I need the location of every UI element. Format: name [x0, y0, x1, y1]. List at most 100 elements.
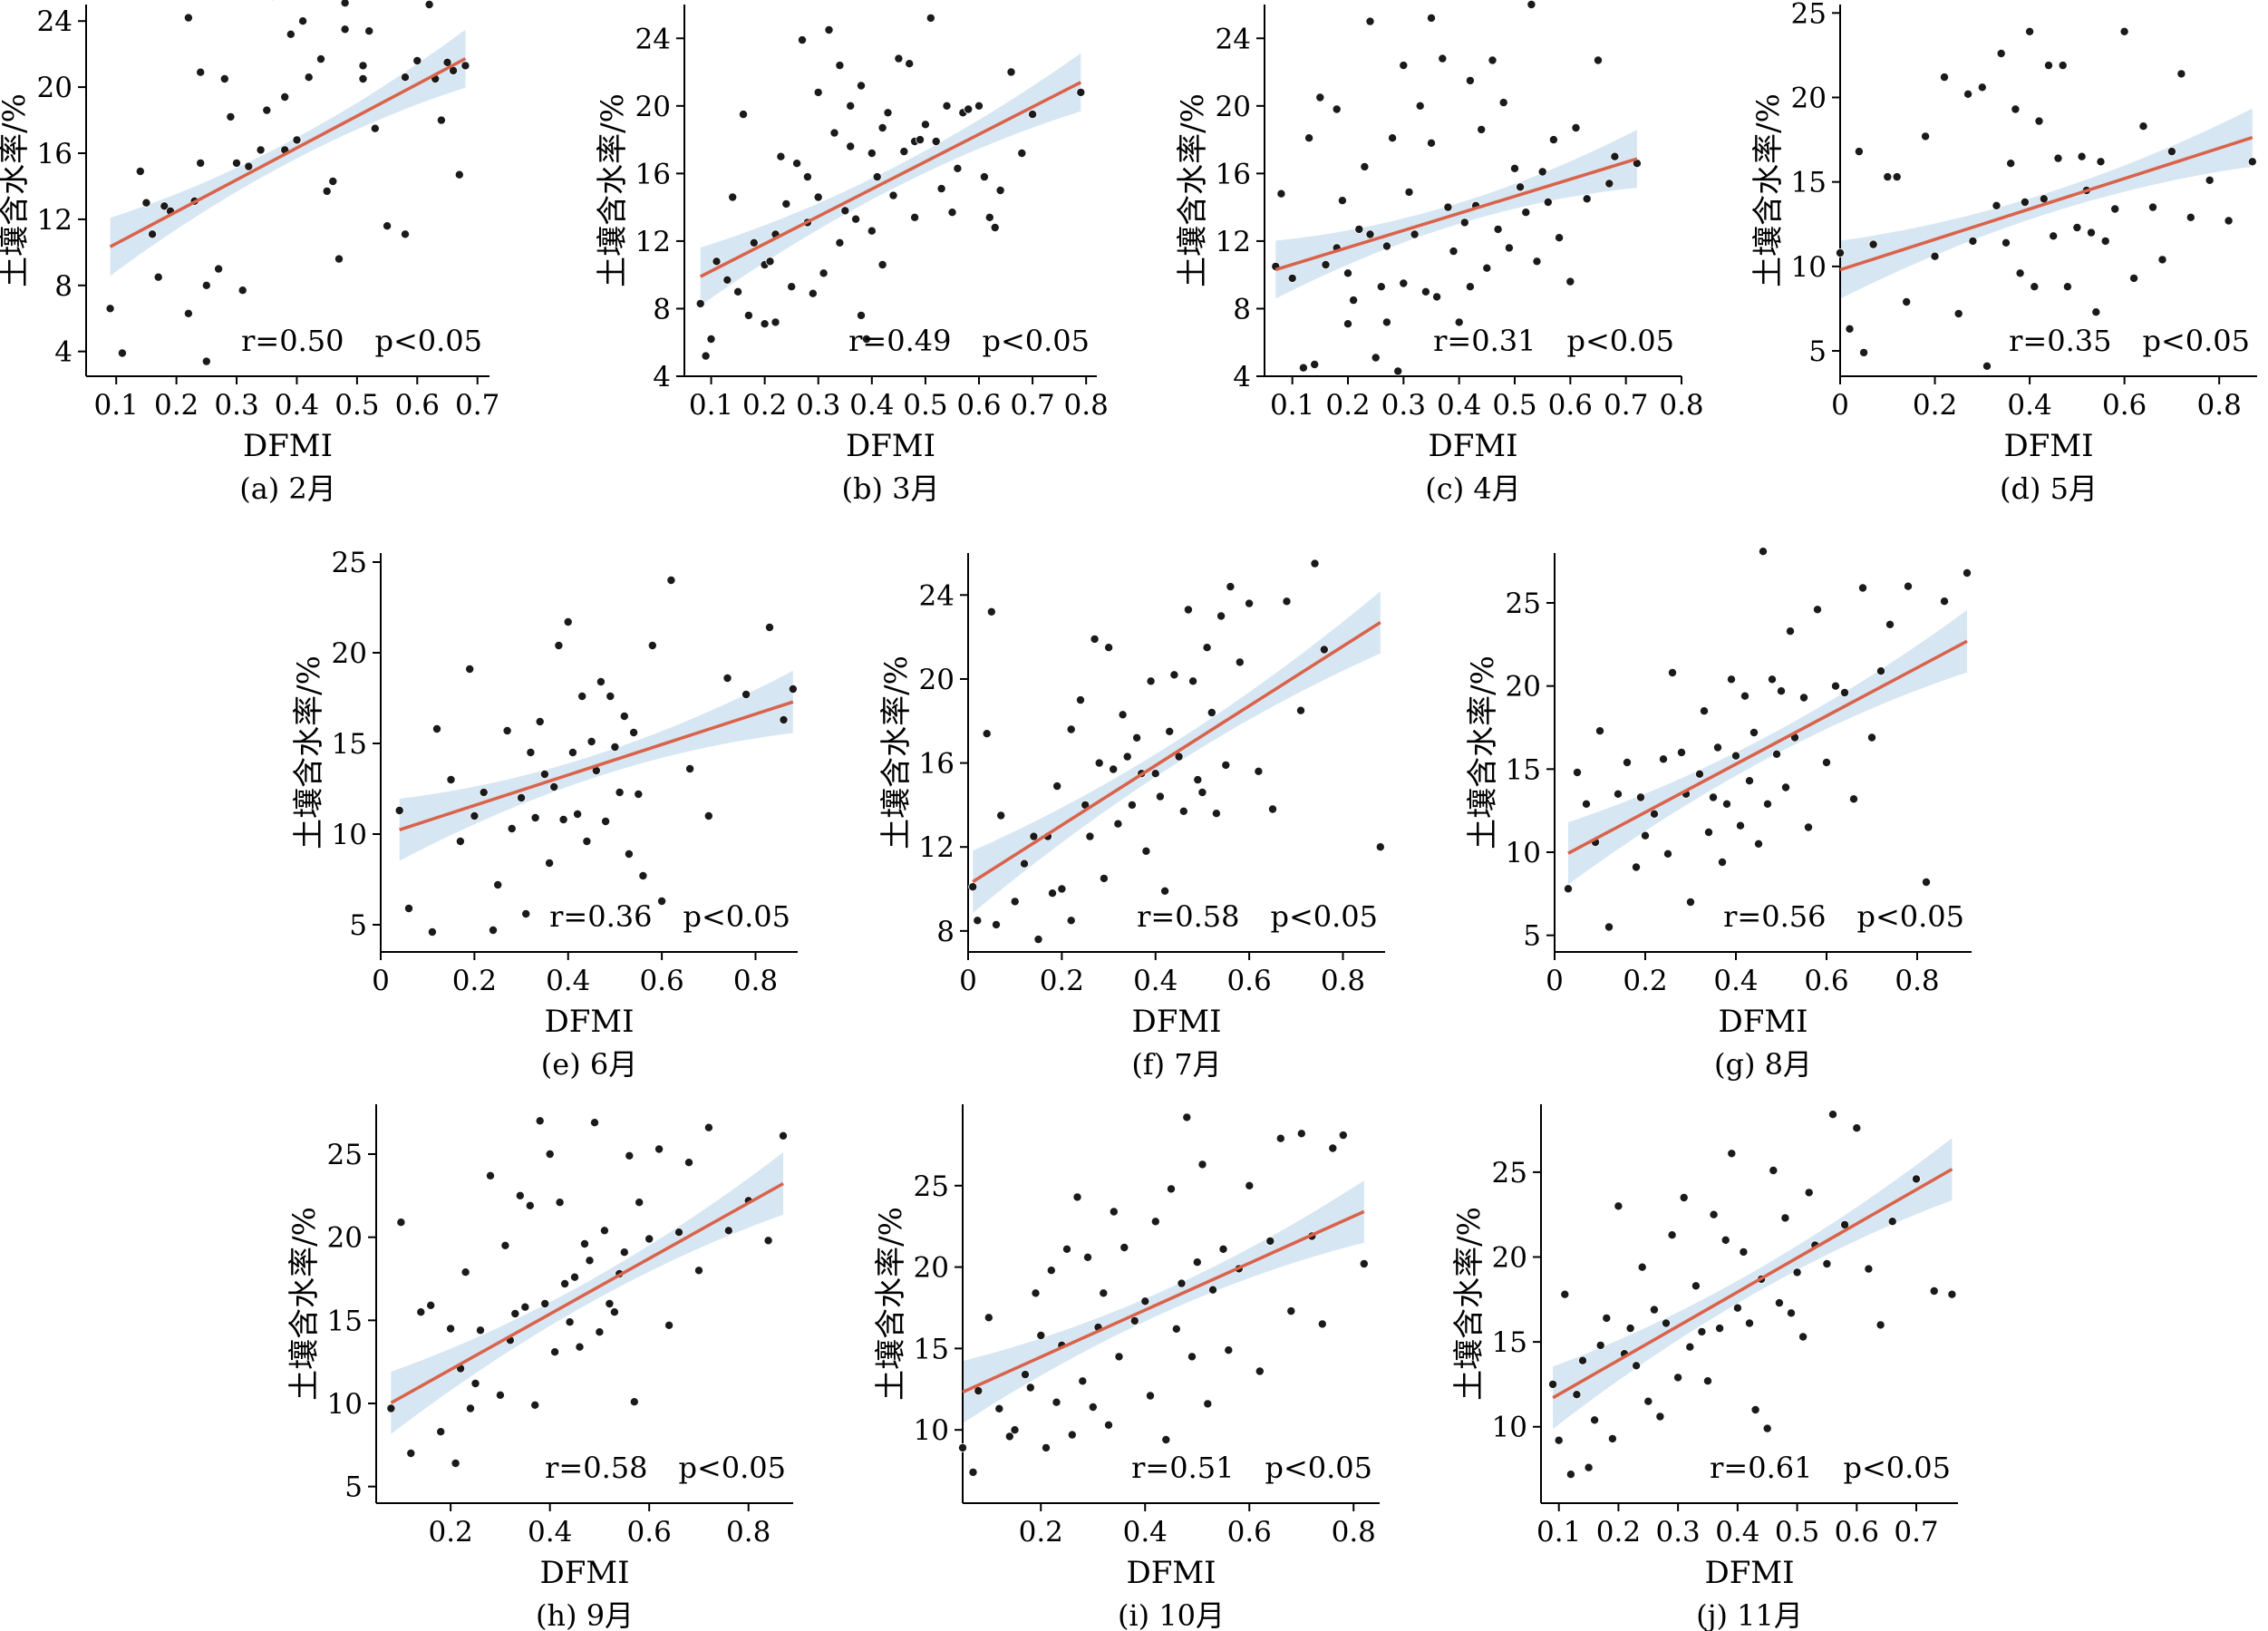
- x-tick-label: 0.1: [94, 389, 139, 422]
- x-tick-label: 0.6: [639, 965, 683, 997]
- data-point: [905, 59, 915, 69]
- data-point: [1718, 858, 1728, 868]
- data-point: [824, 24, 834, 34]
- y-tick-label: 16: [1216, 158, 1251, 190]
- data-point: [493, 880, 503, 890]
- x-tick-label: 0.6: [1804, 965, 1848, 997]
- data-point: [1031, 1288, 1041, 1298]
- data-point: [1207, 708, 1216, 718]
- data-point: [1780, 1213, 1790, 1223]
- data-point: [1866, 733, 1876, 743]
- data-point: [765, 623, 775, 633]
- data-point: [846, 101, 856, 111]
- data-point: [1006, 67, 1016, 77]
- data-point: [1122, 752, 1132, 762]
- y-tick-label: 5: [1523, 920, 1541, 953]
- r-value: r=0.56: [1723, 899, 1826, 934]
- data-point: [1393, 366, 1403, 376]
- x-tick-label: 0.4: [546, 965, 590, 997]
- data-point: [1804, 822, 1814, 832]
- data-point: [779, 715, 789, 725]
- y-tick-label: 4: [1233, 361, 1251, 393]
- data-point: [1359, 1259, 1369, 1269]
- x-axis-title: DFMI: [1704, 1555, 1794, 1591]
- data-point: [1982, 361, 1992, 371]
- data-point: [1343, 268, 1353, 278]
- data-point: [400, 73, 410, 83]
- x-tick-label: 0.2: [1913, 389, 1957, 422]
- y-tick-label: 20: [1506, 671, 1541, 704]
- data-point: [286, 29, 296, 39]
- y-axis-title: 土壤含水率/%: [1465, 655, 1501, 849]
- data-point: [396, 1218, 406, 1228]
- data-point: [1590, 1415, 1600, 1425]
- y-tick-label: 25: [1506, 587, 1541, 620]
- data-point: [1828, 1110, 1838, 1120]
- data-point: [1840, 688, 1850, 698]
- data-point: [2043, 61, 2053, 71]
- data-point: [763, 1236, 773, 1246]
- data-point: [298, 16, 308, 26]
- y-tick-label: 10: [332, 819, 367, 851]
- data-point: [1845, 324, 1855, 334]
- data-point: [1057, 884, 1067, 894]
- data-point: [1564, 884, 1574, 894]
- data-point: [454, 170, 464, 180]
- data-point: [545, 1150, 555, 1160]
- y-tick-label: 20: [635, 91, 671, 123]
- stat-annotation: r=0.35 p<0.05: [2009, 324, 2250, 358]
- p-value: p<0.05: [1843, 1451, 1951, 1485]
- data-point: [1113, 819, 1123, 829]
- data-point: [1216, 611, 1226, 621]
- data-point: [2030, 282, 2040, 292]
- data-point: [1772, 749, 1782, 759]
- y-tick-label: 12: [919, 831, 955, 864]
- data-point: [580, 1239, 590, 1249]
- data-point: [304, 73, 314, 83]
- data-point: [1736, 820, 1746, 830]
- data-point: [1516, 182, 1526, 192]
- y-axis-title: 土壤含水率/%: [0, 93, 33, 287]
- data-point: [712, 257, 722, 267]
- x-axis-title: DFMI: [544, 1004, 634, 1040]
- data-point: [798, 35, 808, 45]
- data-point: [2034, 116, 2044, 126]
- panel-g: 0 0.2 0.4 0.6 0.8 5 10 15 20 25 r=0.56 p<0.05 DFMI 土壤…: [1465, 547, 1972, 1082]
- data-point: [1582, 799, 1592, 809]
- data-point: [1254, 766, 1264, 776]
- data-point: [953, 163, 963, 173]
- y-tick-label: 20: [327, 1222, 363, 1255]
- data-point: [647, 641, 657, 651]
- regression-line: [399, 700, 794, 831]
- data-point: [1020, 859, 1030, 869]
- data-point: [183, 13, 193, 23]
- data-point: [1167, 1184, 1177, 1194]
- x-axis-title: DFMI: [1428, 428, 1517, 464]
- data-point: [1677, 748, 1687, 758]
- data-point: [1584, 1462, 1594, 1472]
- data-point: [1078, 1376, 1088, 1386]
- data-point: [1197, 788, 1207, 798]
- data-point: [1174, 752, 1184, 762]
- data-point: [1202, 643, 1212, 653]
- data-point: [470, 811, 480, 821]
- p-value: p<0.05: [1270, 899, 1378, 934]
- data-point: [1883, 172, 1893, 182]
- data-point: [2015, 268, 2025, 278]
- data-point: [1104, 643, 1114, 653]
- data-point: [2091, 307, 2101, 317]
- data-point: [1543, 197, 1553, 207]
- panel-caption: (b) 3月: [842, 471, 940, 506]
- data-point: [1691, 1281, 1701, 1291]
- data-point: [1315, 92, 1325, 102]
- data-point: [567, 748, 577, 758]
- x-tick-label: 0.2: [1040, 965, 1084, 997]
- data-point: [431, 724, 441, 734]
- data-point: [1109, 1207, 1119, 1217]
- x-axis-title: DFMI: [243, 428, 333, 464]
- data-point: [1610, 151, 1620, 161]
- data-point: [1465, 282, 1475, 292]
- p-value: p<0.05: [374, 324, 482, 358]
- data-point: [619, 1248, 629, 1257]
- data-point: [920, 120, 930, 130]
